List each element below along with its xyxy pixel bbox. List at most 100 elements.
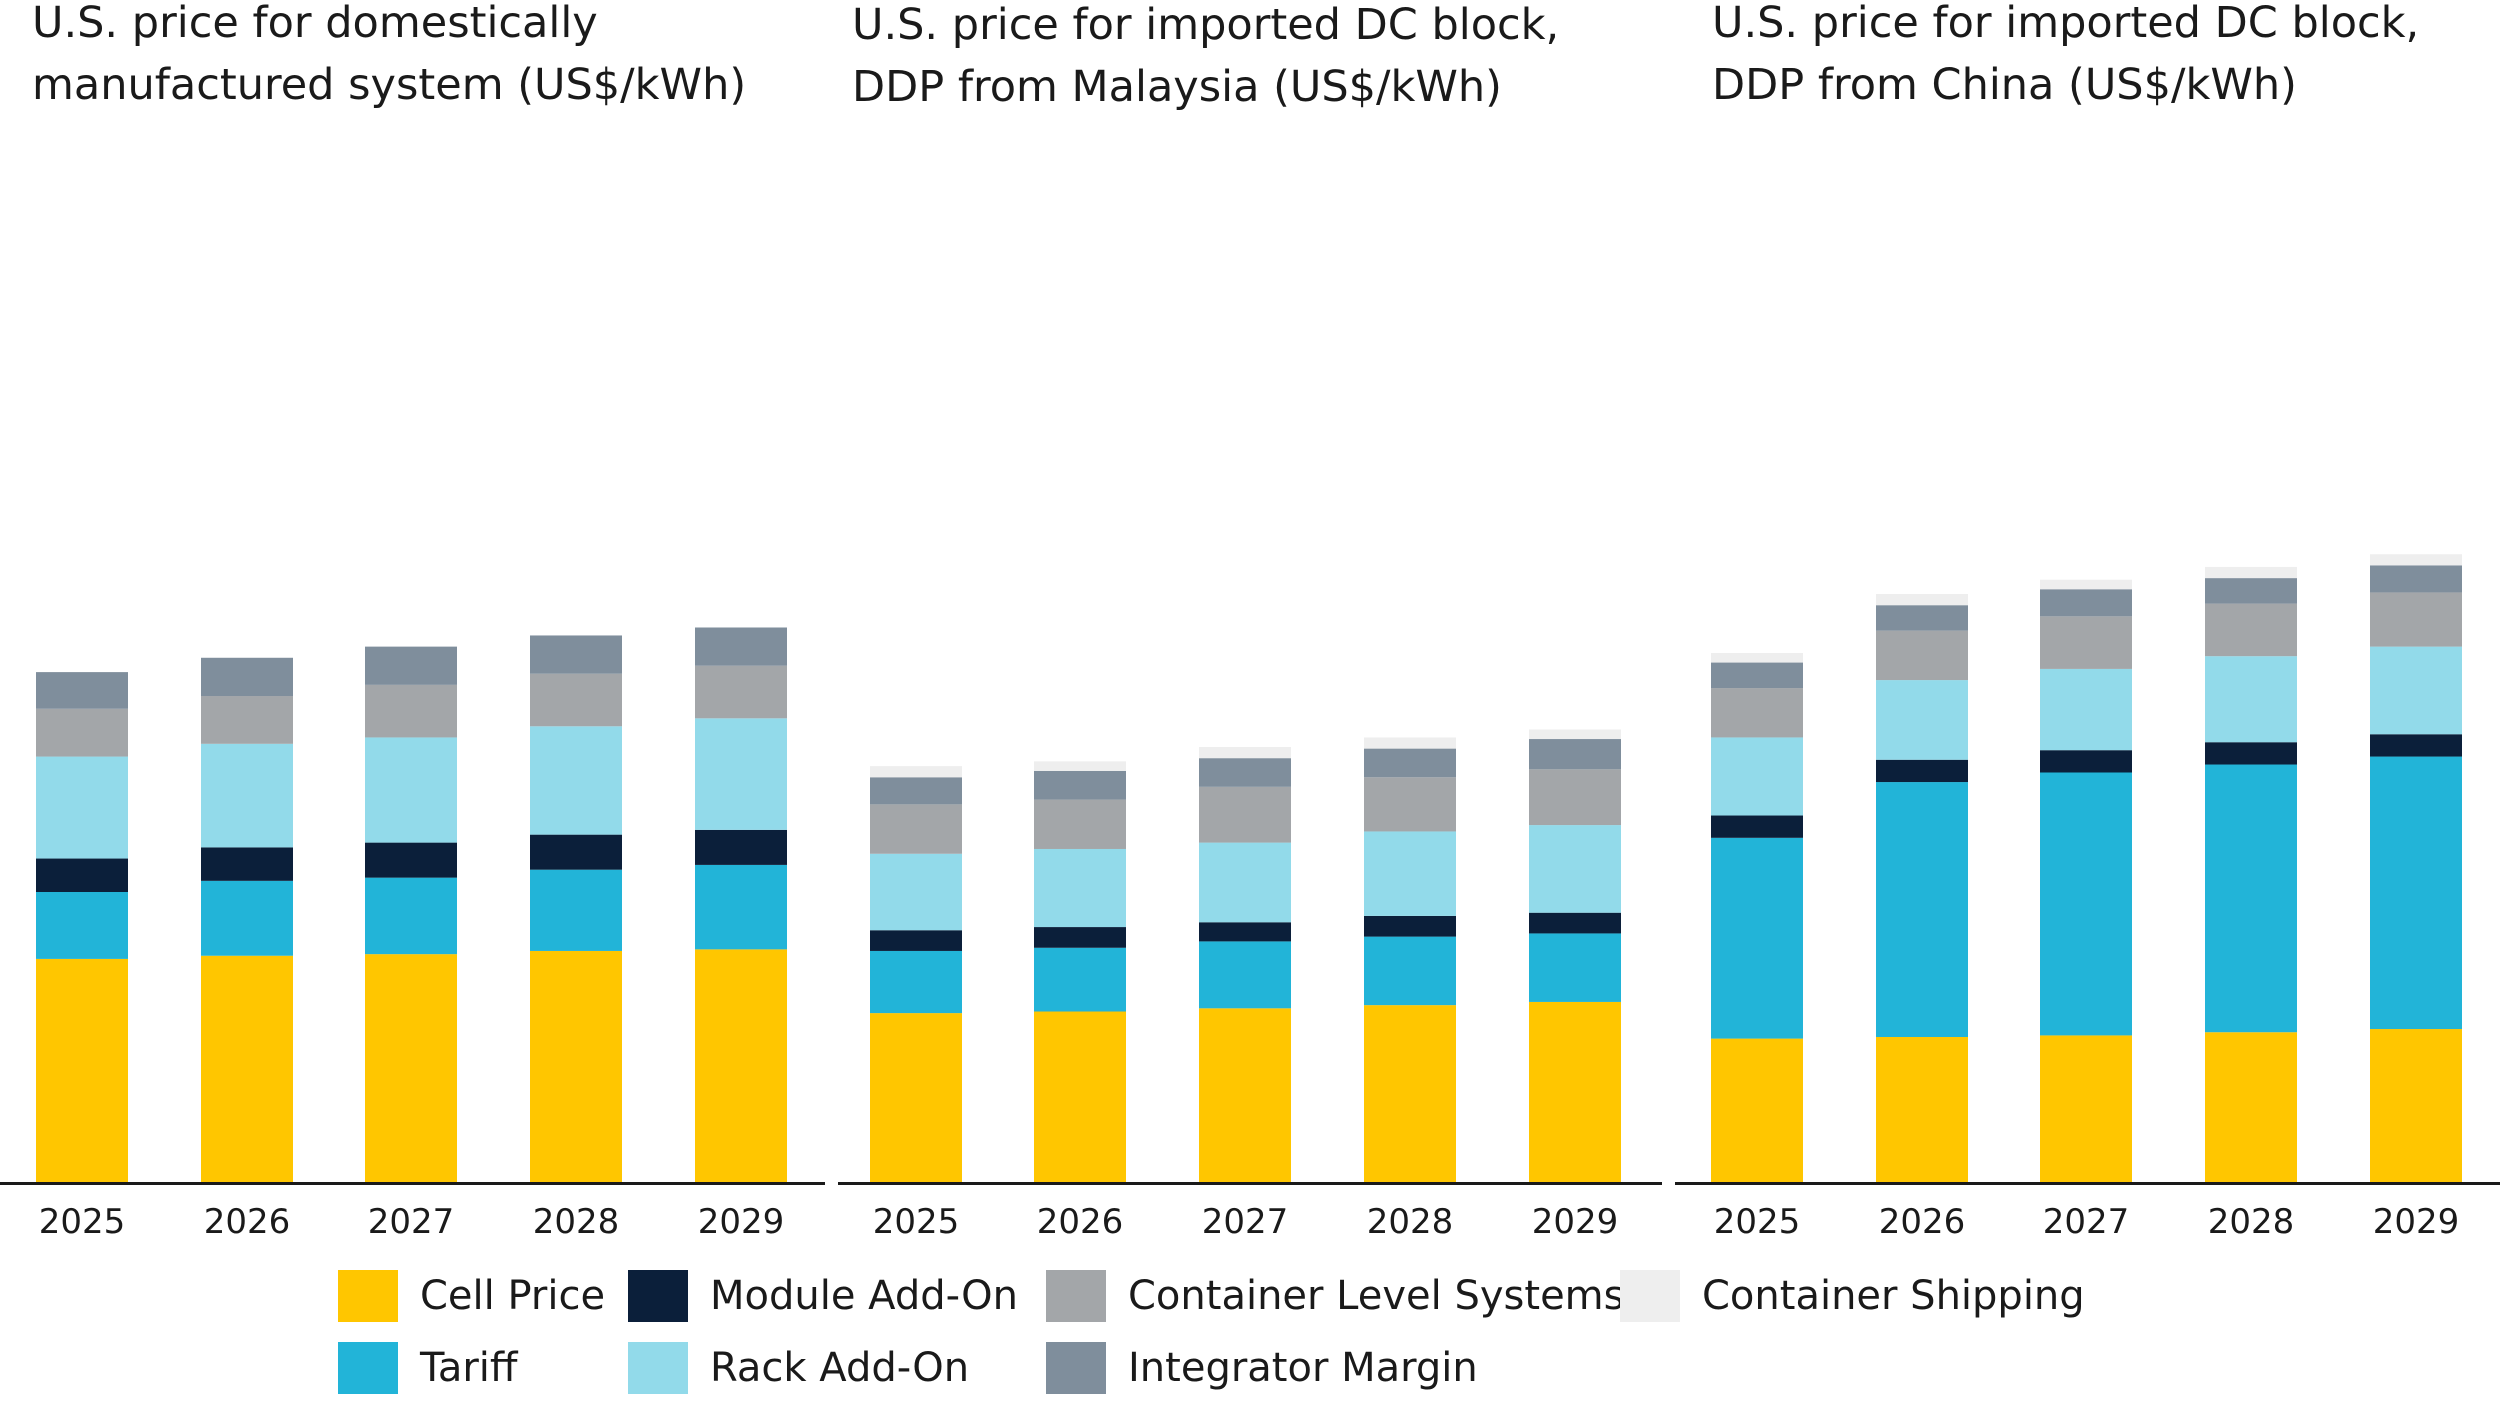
bar-segment-p1-2029-container-shipping	[1529, 729, 1621, 740]
bar-segment-p1-2025-cell-price	[870, 1013, 962, 1182]
legend-label-container-shipping: Container Shipping	[1702, 1273, 2085, 1319]
bar-segment-p2-2026-tariff	[1876, 782, 1968, 1038]
bar-segment-p0-2027-tariff	[365, 877, 457, 955]
legend-label-rack-add-on: Rack Add-On	[710, 1345, 970, 1391]
bar-segment-p1-2026-rack-add-on	[1034, 848, 1126, 928]
bar-segment-p2-2027-integrator-margin	[2040, 589, 2132, 617]
x-tick-label-p0-2027: 2027	[368, 1202, 455, 1242]
bar-segment-p2-2026-module-add-on	[1876, 759, 1968, 783]
bar-segment-p0-2025-tariff	[36, 892, 128, 959]
bar-segment-p2-2026-rack-add-on	[1876, 680, 1968, 760]
x-tick-label-p0-2025: 2025	[39, 1202, 126, 1242]
legend-label-cell-price: Cell Price	[420, 1273, 606, 1319]
bar-segment-p1-2028-rack-add-on	[1364, 831, 1456, 916]
bar-segment-p1-2025-integrator-margin	[870, 777, 962, 805]
bar-segment-p1-2028-integrator-margin	[1364, 748, 1456, 778]
x-tick-label-p2-2028: 2028	[2208, 1202, 2295, 1242]
bar-segment-p2-2025-cell-price	[1711, 1038, 1803, 1182]
panel-title-china-line2: DDP from China (US$/kWh)	[1712, 60, 2297, 110]
bar-segment-p2-2027-container-shipping	[2040, 579, 2132, 590]
bar-segment-p0-2027-cell-price	[365, 954, 457, 1182]
bar-segment-p1-2028-container-shipping	[1364, 737, 1456, 749]
bar-segment-p2-2028-container-level-systems	[2205, 603, 2297, 657]
bar-segment-p0-2028-cell-price	[530, 950, 622, 1182]
bar-segment-p1-2029-tariff	[1529, 933, 1621, 1002]
x-tick-label-p0-2028: 2028	[533, 1202, 620, 1242]
bar-segment-p1-2025-container-shipping	[870, 766, 962, 778]
bar-segment-p0-2026-module-add-on	[201, 847, 293, 881]
bar-segment-p1-2028-cell-price	[1364, 1005, 1456, 1182]
bar-segment-p0-2028-container-level-systems	[530, 673, 622, 727]
bar-segment-p0-2026-container-level-systems	[201, 696, 293, 744]
bar-segment-p1-2025-rack-add-on	[870, 853, 962, 931]
bar-segment-p1-2027-cell-price	[1199, 1008, 1291, 1182]
bar-segment-p2-2029-integrator-margin	[2370, 565, 2462, 593]
panel-title-china: U.S. price for imported DC block, DDP fr…	[1712, 0, 2419, 116]
bar-segment-p0-2028-integrator-margin	[530, 635, 622, 674]
bar-segment-p0-2026-tariff	[201, 880, 293, 956]
bar-segment-p0-2027-integrator-margin	[365, 646, 457, 685]
bar-segment-p1-2027-integrator-margin	[1199, 758, 1291, 787]
bar-segment-p0-2025-rack-add-on	[36, 756, 128, 859]
legend-item-container-shipping: Container Shipping	[1620, 1270, 2085, 1322]
legend-swatch-tariff	[338, 1342, 398, 1394]
bar-segment-p1-2026-container-shipping	[1034, 761, 1126, 771]
x-tick-label-p2-2027: 2027	[2043, 1202, 2130, 1242]
bar-segment-p0-2028-rack-add-on	[530, 726, 622, 835]
bar-segment-p2-2028-tariff	[2205, 764, 2297, 1033]
bar-segment-p2-2026-container-level-systems	[1876, 630, 1968, 681]
x-tick-label-p1-2025: 2025	[873, 1202, 960, 1242]
bar-segment-p1-2025-container-level-systems	[870, 804, 962, 854]
bar-segment-p2-2026-cell-price	[1876, 1037, 1968, 1182]
bar-segment-p1-2029-integrator-margin	[1529, 739, 1621, 770]
bar-segment-p1-2026-integrator-margin	[1034, 770, 1126, 800]
bar-segment-p0-2029-integrator-margin	[695, 627, 787, 666]
panel-title-malaysia-line2: DDP from Malaysia (US$/kWh)	[852, 62, 1502, 112]
bar-segment-p1-2027-container-shipping	[1199, 747, 1291, 759]
bar-segment-p0-2025-integrator-margin	[36, 672, 128, 709]
bar-segment-p1-2025-module-add-on	[870, 930, 962, 951]
bar-segment-p2-2025-container-level-systems	[1711, 688, 1803, 738]
bar-segment-p2-2027-tariff	[2040, 772, 2132, 1036]
bar-segment-p0-2027-container-level-systems	[365, 684, 457, 738]
bar-segment-p2-2028-integrator-margin	[2205, 578, 2297, 604]
bar-segment-p2-2027-rack-add-on	[2040, 668, 2132, 751]
panel-title-malaysia-line1: U.S. price for imported DC block,	[852, 0, 1560, 50]
legend-label-integrator-margin: Integrator Margin	[1128, 1345, 1478, 1391]
legend-item-rack-add-on: Rack Add-On	[628, 1342, 969, 1394]
bar-segment-p1-2028-module-add-on	[1364, 915, 1456, 937]
x-tick-label-p0-2029: 2029	[698, 1202, 785, 1242]
bar-segment-p1-2029-container-level-systems	[1529, 769, 1621, 826]
bar-segment-p2-2029-cell-price	[2370, 1029, 2462, 1182]
panel-title-domestic-line1: U.S. price for domestically	[32, 0, 598, 48]
bar-segment-p0-2026-rack-add-on	[201, 743, 293, 848]
bar-segment-p1-2029-cell-price	[1529, 1001, 1621, 1182]
bar-segment-p0-2025-cell-price	[36, 958, 128, 1182]
legend: Cell Price Module Add-On Container Level…	[338, 1270, 2188, 1400]
x-tick-label-p1-2027: 2027	[1202, 1202, 1289, 1242]
legend-swatch-integrator-margin	[1046, 1342, 1106, 1394]
bar-segment-p1-2026-tariff	[1034, 947, 1126, 1012]
bar-segment-p1-2029-module-add-on	[1529, 912, 1621, 934]
panel-title-domestic: U.S. price for domestically manufactured…	[32, 0, 746, 116]
bar-segment-p2-2028-module-add-on	[2205, 742, 2297, 765]
bar-segment-p1-2027-tariff	[1199, 941, 1291, 1009]
bar-segment-p0-2029-tariff	[695, 864, 787, 950]
legend-swatch-rack-add-on	[628, 1342, 688, 1394]
x-tick-label-p0-2026: 2026	[204, 1202, 291, 1242]
bar-segment-p1-2028-tariff	[1364, 936, 1456, 1006]
bar-segment-p0-2025-module-add-on	[36, 858, 128, 893]
bar-segment-p2-2025-container-shipping	[1711, 652, 1803, 663]
bar-segment-p2-2025-rack-add-on	[1711, 737, 1803, 816]
bar-segment-p0-2029-container-level-systems	[695, 665, 787, 719]
bar-segment-p2-2027-cell-price	[2040, 1035, 2132, 1182]
legend-label-tariff: Tariff	[420, 1345, 518, 1391]
bar-segment-p2-2027-module-add-on	[2040, 750, 2132, 773]
legend-swatch-container-shipping	[1620, 1270, 1680, 1322]
bar-segment-p2-2029-tariff	[2370, 756, 2462, 1030]
bar-segment-p1-2025-tariff	[870, 950, 962, 1014]
bar-segment-p1-2026-cell-price	[1034, 1011, 1126, 1182]
bar-segment-p0-2029-cell-price	[695, 949, 787, 1182]
x-tick-label-p2-2029: 2029	[2373, 1202, 2460, 1242]
